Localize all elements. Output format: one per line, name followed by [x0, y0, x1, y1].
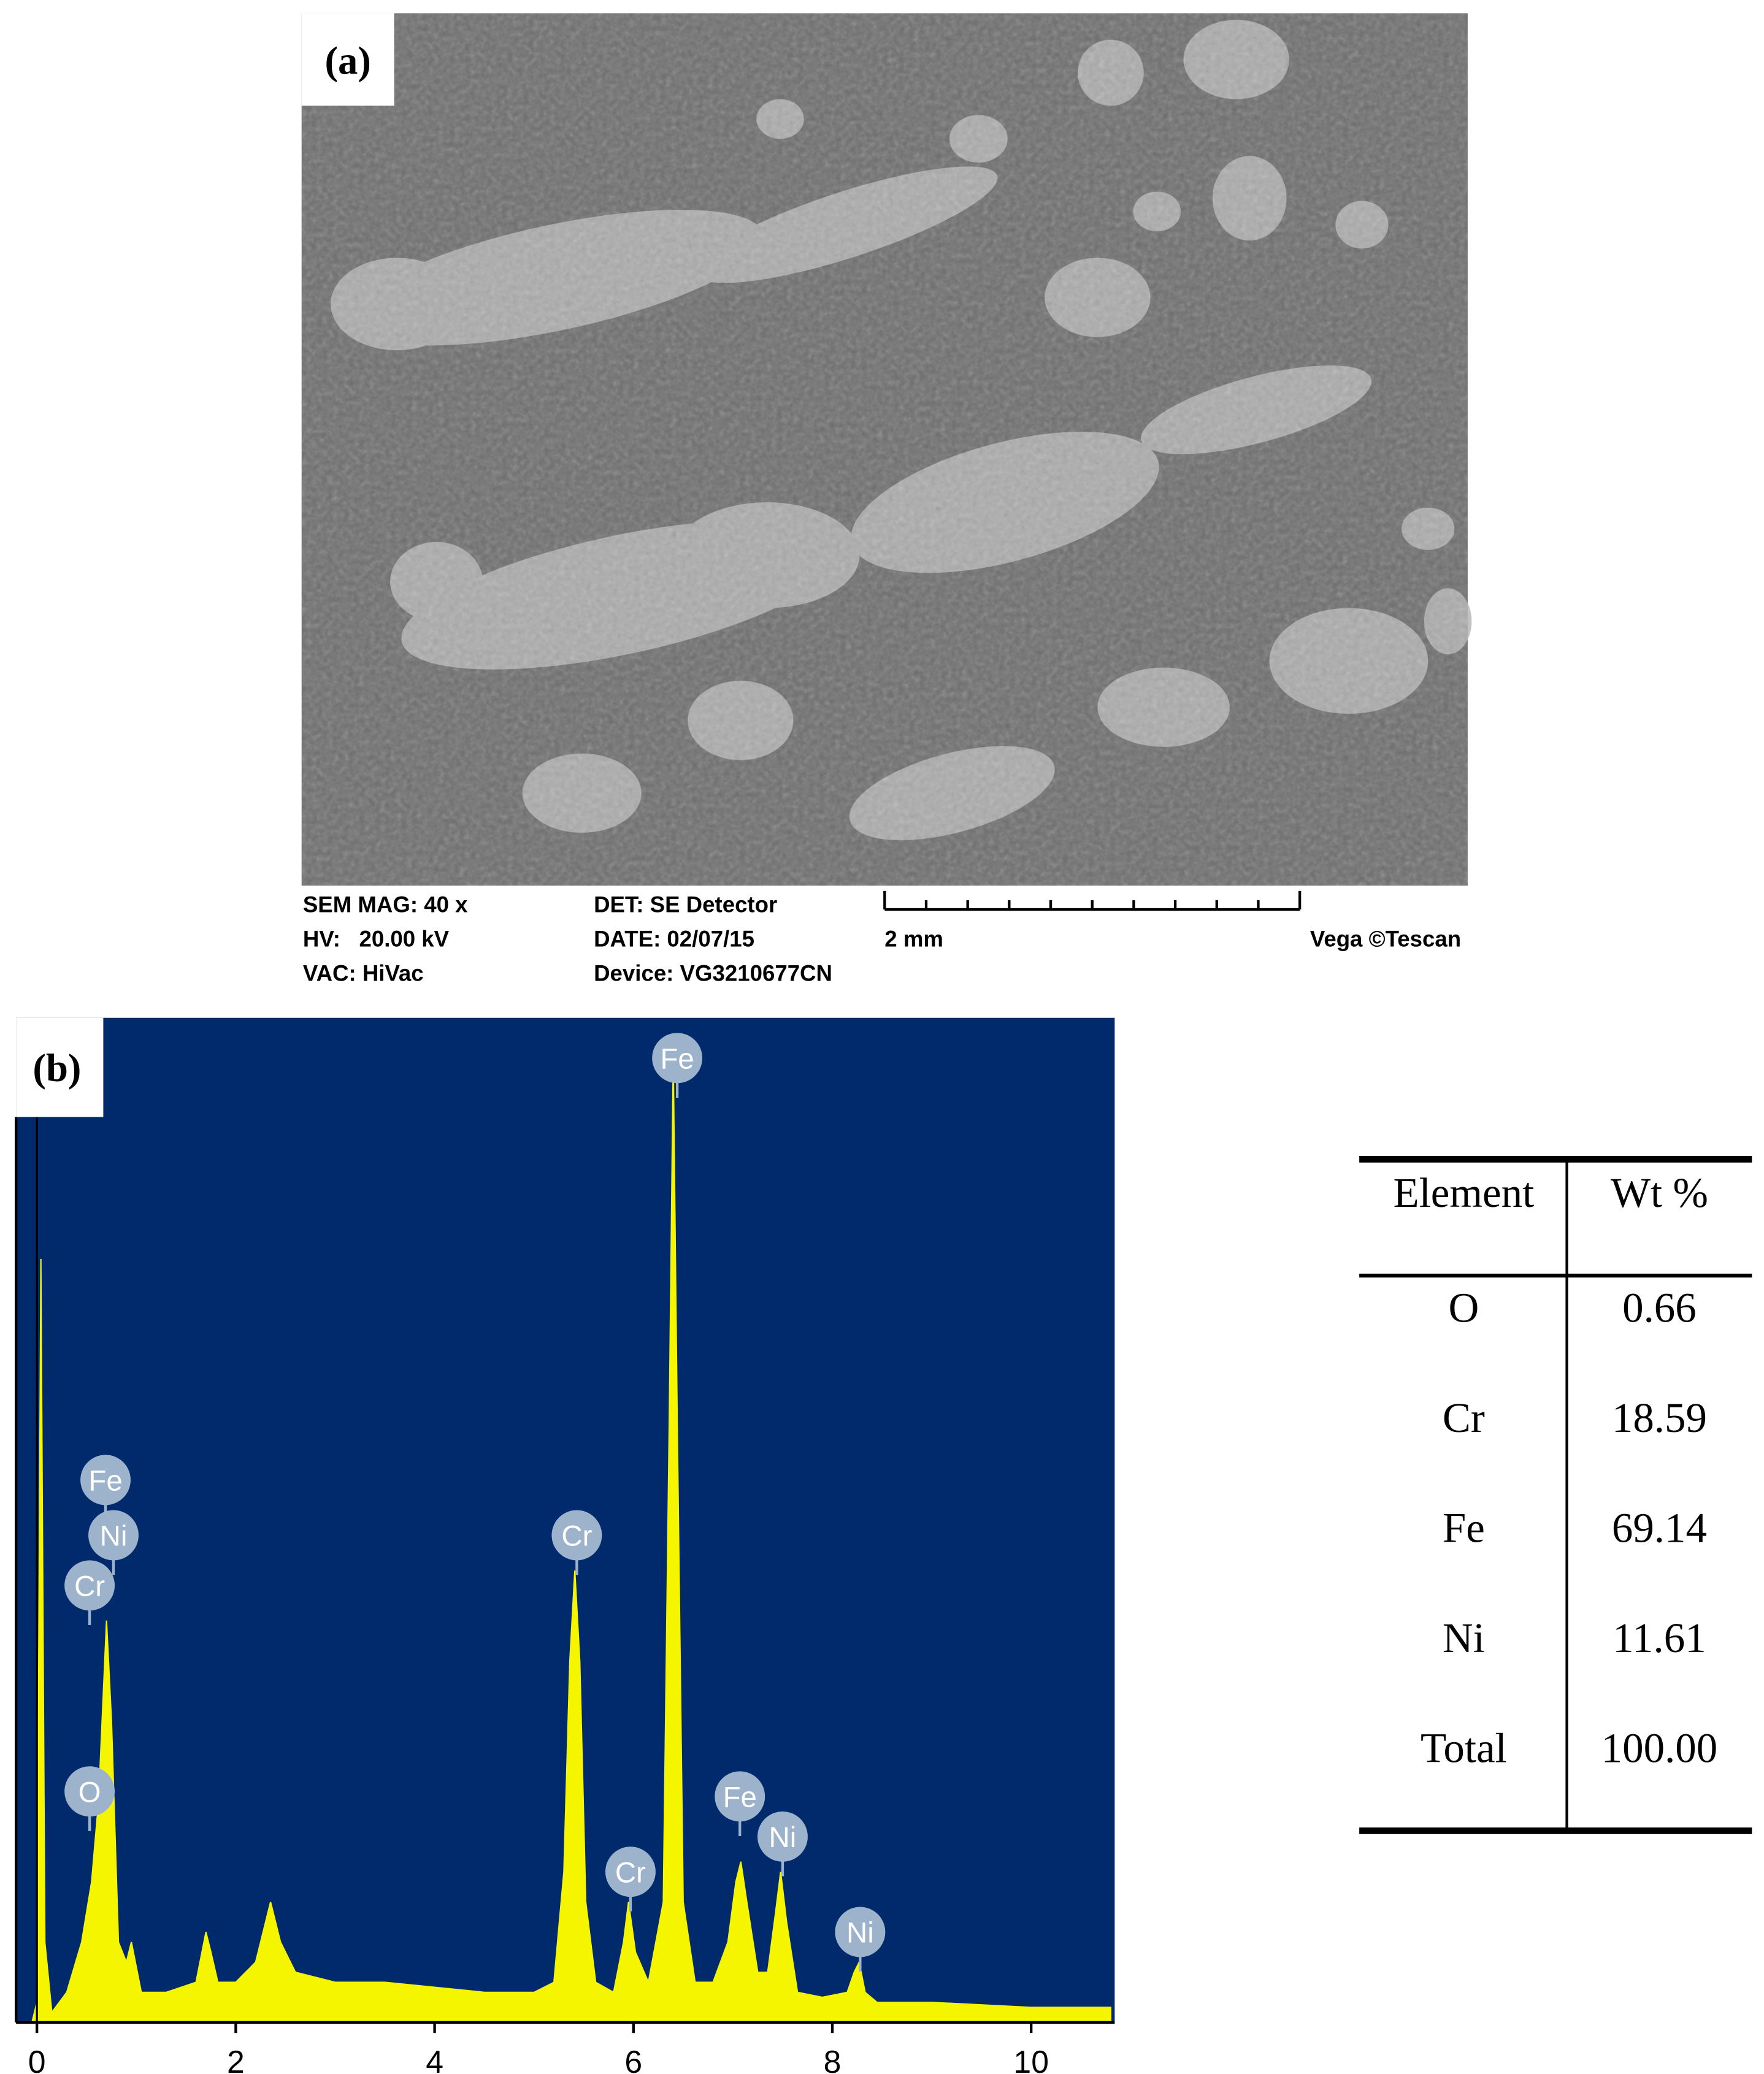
- peak-label: Ni: [846, 1917, 874, 1950]
- table-cell: 100.00: [1601, 1725, 1718, 1772]
- panel-label: (b): [33, 1046, 81, 1090]
- peak-label-circle: [64, 1560, 115, 1611]
- table-header: Element: [1394, 1169, 1535, 1216]
- sem-info: Device: VG3210677CN: [594, 960, 832, 985]
- peak-label: Cr: [615, 1856, 646, 1889]
- sem-info: VAC: HiVac: [303, 960, 424, 985]
- scale-bar: [883, 890, 1302, 911]
- peak-label-circle: [551, 1510, 602, 1561]
- sem-info: DET: SE Detector: [594, 892, 777, 917]
- spectrum-area: [17, 1058, 1111, 2024]
- sem-info: SEM MAG: 40 x: [303, 892, 468, 917]
- peak-label-circle: [715, 1771, 765, 1822]
- peak-label-circle: [652, 1033, 703, 1084]
- spectrum-chart: (b) 0 2 4 6 8 10 Fe Fe Ni Cr O Cr Cr Fe Ni Ni: [14, 1017, 1115, 2074]
- composition-table: Element Wt % O 0.66 Cr 18.59 Fe 69.14 Ni 11.61 T…: [1359, 1155, 1752, 1834]
- peak-label: O: [79, 1776, 101, 1808]
- table-cell: 18.59: [1612, 1395, 1707, 1441]
- scale-bar-label: 2 mm: [884, 926, 943, 951]
- table-header: Wt %: [1611, 1169, 1708, 1216]
- table-cell: O: [1449, 1285, 1479, 1331]
- table-cell: 69.14: [1612, 1505, 1707, 1552]
- peak-label-circle: [88, 1510, 139, 1561]
- x-tick-label: 8: [824, 2044, 842, 2074]
- x-tick-label: 0: [28, 2044, 46, 2074]
- peak-label-circle: [757, 1811, 808, 1862]
- sem-info: HV: 20.00 kV: [303, 926, 450, 951]
- peak-label-circle: [80, 1455, 131, 1506]
- peak-label: Fe: [660, 1043, 694, 1076]
- x-tick-label: 10: [1013, 2044, 1049, 2074]
- brand: Vega ©Tescan: [1310, 926, 1461, 951]
- table-cell: Ni: [1443, 1615, 1485, 1661]
- panel-label: (a): [324, 39, 370, 83]
- peak-label: Cr: [561, 1520, 592, 1553]
- peak-label: Fe: [723, 1781, 757, 1814]
- sem-info: DATE: 02/07/15: [594, 926, 754, 951]
- table-cell: Fe: [1443, 1505, 1485, 1552]
- table-cell: Cr: [1443, 1395, 1485, 1441]
- peak-label-circle: [605, 1846, 656, 1897]
- table-cell: 0.66: [1622, 1285, 1697, 1331]
- table-cell: Total: [1421, 1725, 1507, 1772]
- peak-label: Cr: [74, 1571, 105, 1603]
- x-tick-label: 4: [426, 2044, 443, 2074]
- sem-image: (a): [301, 13, 1472, 886]
- x-tick-label: 6: [624, 2044, 642, 2074]
- panel-label-box: [16, 1017, 104, 1117]
- peak-label-circle: [835, 1907, 886, 1957]
- peak-label-circle: [64, 1766, 115, 1817]
- peak-label: Ni: [100, 1520, 128, 1553]
- x-tick-label: 2: [227, 2044, 245, 2074]
- table-cell: 11.61: [1613, 1615, 1706, 1661]
- peak-label: Ni: [769, 1821, 797, 1854]
- peak-label: Fe: [88, 1465, 122, 1498]
